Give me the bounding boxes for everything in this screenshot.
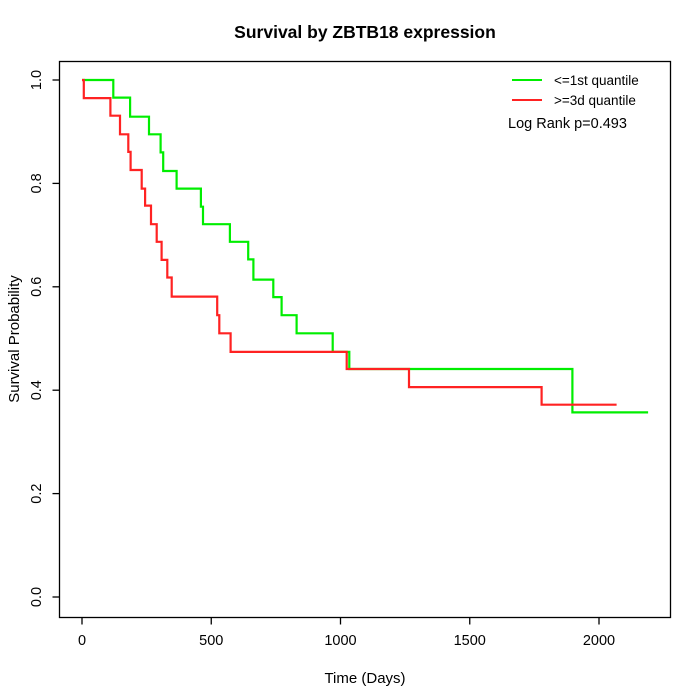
red-line-swatch-icon xyxy=(512,99,542,101)
svg-text:0.0: 0.0 xyxy=(29,587,45,607)
svg-text:0.4: 0.4 xyxy=(29,380,45,400)
svg-text:1000: 1000 xyxy=(324,633,356,649)
svg-text:0.6: 0.6 xyxy=(29,277,45,297)
chart-title: Survival by ZBTB18 expression xyxy=(234,22,496,42)
svg-text:0: 0 xyxy=(78,633,86,649)
svg-text:2000: 2000 xyxy=(583,633,615,649)
legend-item-high-expression: >=3d quantile xyxy=(508,90,693,110)
svg-text:0.2: 0.2 xyxy=(29,484,45,504)
log-rank-pvalue: Log Rank p=0.493 xyxy=(508,116,627,132)
svg-text:500: 500 xyxy=(199,633,223,649)
legend: <=1st quantile >=3d quantile Log Rank p=… xyxy=(508,70,693,133)
legend-item-low-expression: <=1st quantile xyxy=(508,70,693,90)
x-axis-label: Time (Days) xyxy=(324,670,406,687)
svg-text:1.0: 1.0 xyxy=(29,70,45,90)
svg-text:1500: 1500 xyxy=(454,633,486,649)
legend-label-high: >=3d quantile xyxy=(554,92,636,108)
legend-label-low: <=1st quantile xyxy=(554,72,639,88)
green-line-swatch-icon xyxy=(512,79,542,81)
svg-text:0.8: 0.8 xyxy=(29,173,45,193)
